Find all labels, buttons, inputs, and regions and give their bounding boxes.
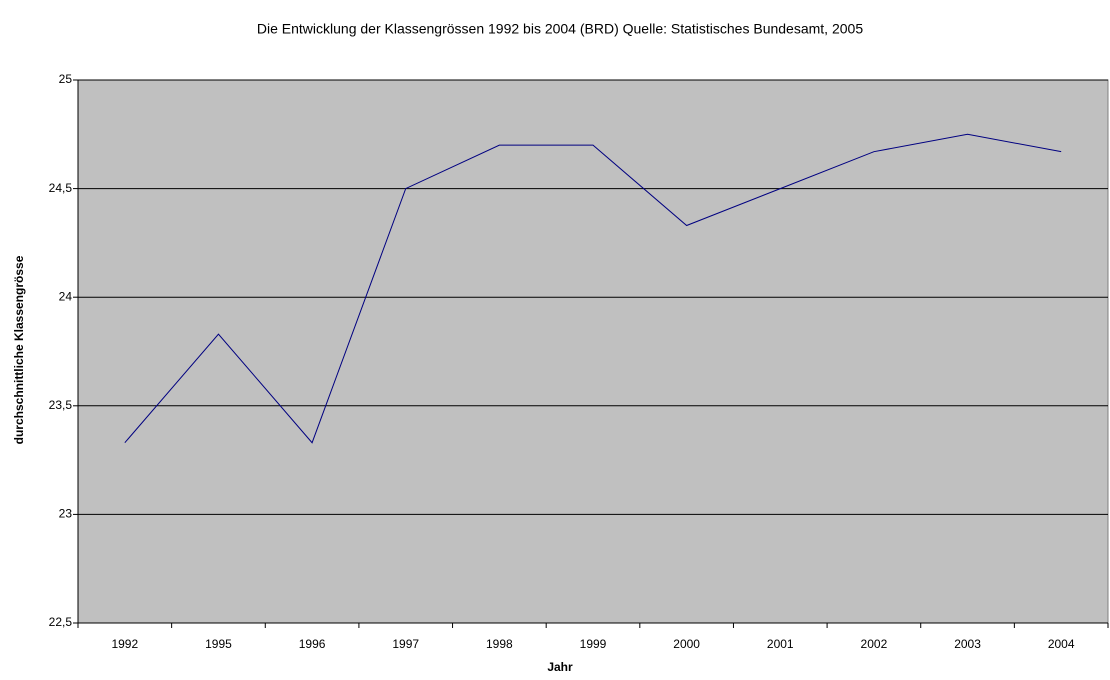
x-tick-label: 1995	[205, 637, 232, 651]
y-tick-label: 23	[59, 507, 73, 521]
x-tick-label: 1992	[111, 637, 138, 651]
x-tick-label: 2003	[954, 637, 981, 651]
y-tick-label: 24	[59, 289, 73, 303]
x-axis-label: Jahr	[547, 660, 573, 674]
line	[124, 133, 1062, 444]
x-tick-label: 2004	[1048, 637, 1075, 651]
plot-area	[77, 79, 1109, 624]
y-axis-label: durchschnittliche Klassengrösse	[12, 255, 26, 444]
chart-title: Die Entwicklung der Klassengrössen 1992 …	[257, 21, 863, 37]
x-tick-label: 2001	[767, 637, 794, 651]
y-tick-label: 22,5	[49, 615, 73, 629]
y-tick-label: 23,5	[49, 398, 73, 412]
x-tick-label: 1997	[392, 637, 419, 651]
x-tick-label: 1999	[580, 637, 607, 651]
y-tick-label: 25	[59, 72, 73, 86]
x-tick-label: 1996	[299, 637, 326, 651]
x-tick-label: 2002	[861, 637, 888, 651]
x-tick-label: 1998	[486, 637, 513, 651]
x-tick-label: 2000	[673, 637, 700, 651]
y-tick-label: 24,5	[49, 181, 73, 195]
